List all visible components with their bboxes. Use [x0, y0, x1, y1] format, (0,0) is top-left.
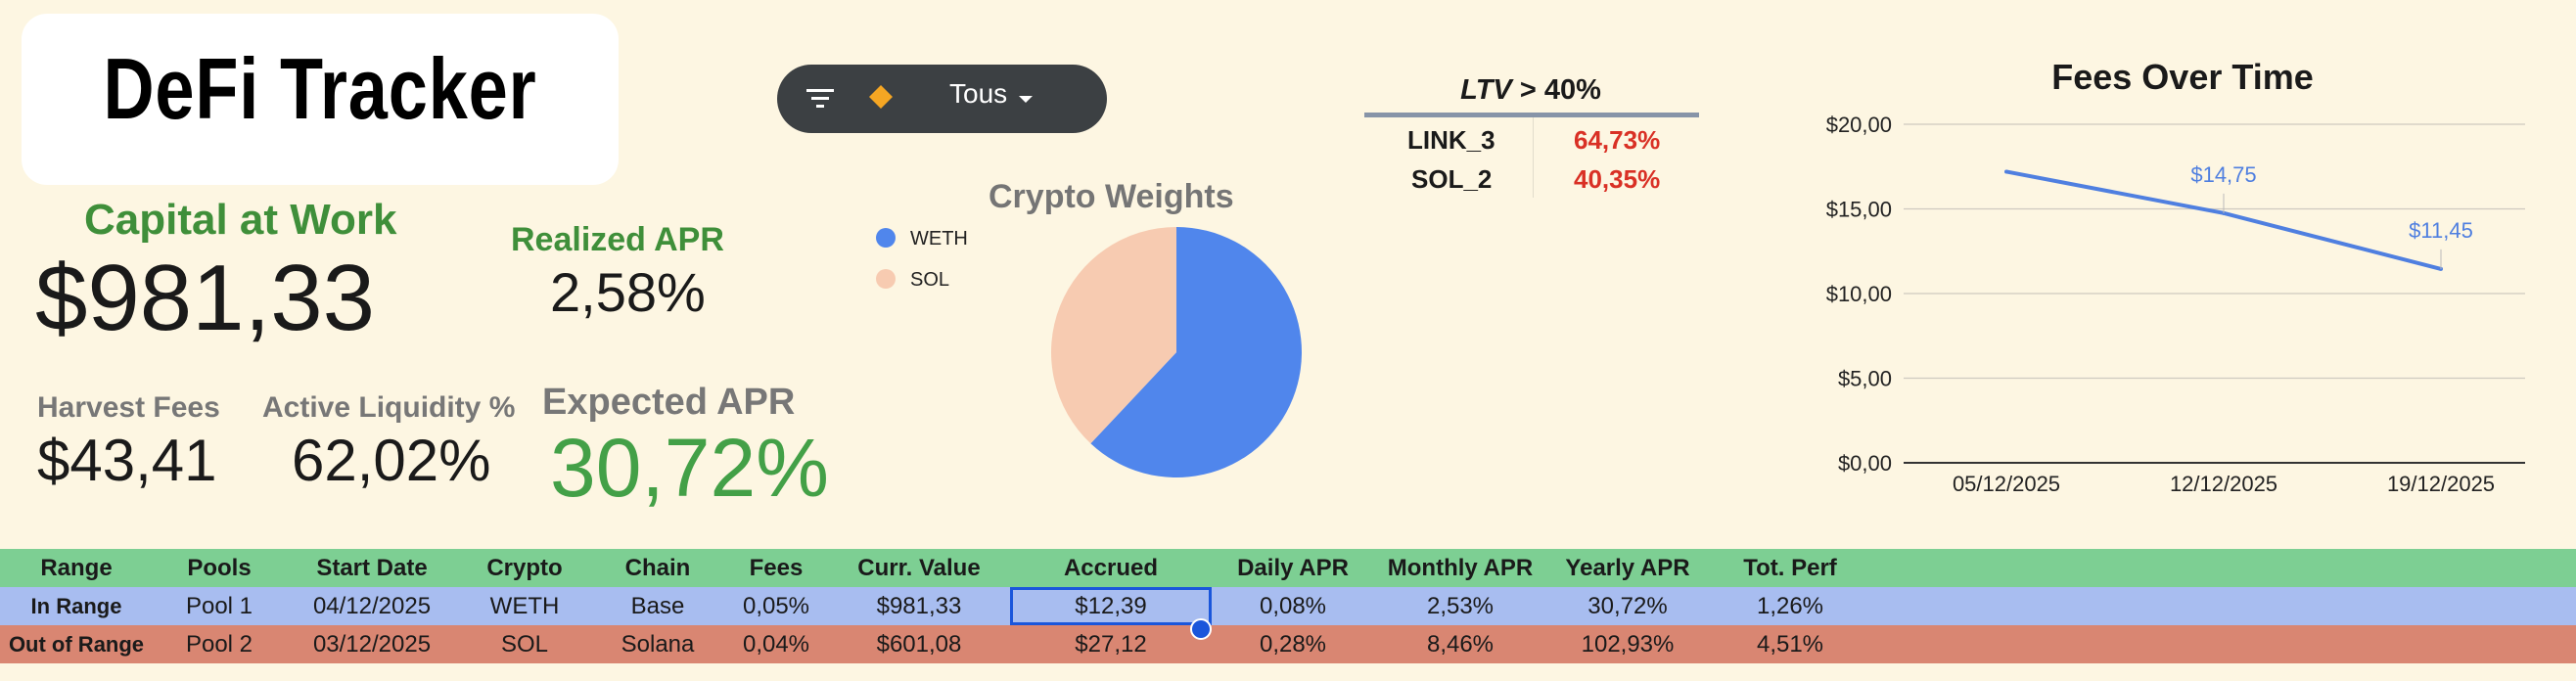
- column-header[interactable]: Chain: [624, 554, 691, 581]
- column-header[interactable]: Pools: [187, 554, 252, 581]
- table-cell-empty[interactable]: [1871, 625, 2576, 663]
- filter-icon[interactable]: [803, 80, 838, 115]
- table-cell[interactable]: 0,08%: [1259, 592, 1327, 619]
- table-cell-empty[interactable]: [1871, 587, 2576, 625]
- table-cell[interactable]: $981,33: [876, 592, 962, 619]
- expected-apr-label: Expected APR: [542, 382, 796, 423]
- pie-legend-item: WETH: [876, 228, 968, 250]
- capital-value: $981,33: [35, 246, 376, 350]
- table-cell[interactable]: 8,46%: [1426, 630, 1495, 658]
- table-cell[interactable]: Solana: [621, 630, 695, 658]
- table-cell[interactable]: 2,53%: [1426, 592, 1495, 619]
- legend-swatch: [876, 228, 896, 248]
- harvest-fees-label: Harvest Fees: [37, 391, 220, 424]
- table-cell[interactable]: Base: [630, 592, 685, 619]
- realized-apr-label: Realized APR: [511, 221, 724, 258]
- table-cell[interactable]: Pool 1: [185, 592, 253, 619]
- data-label: $14,75: [2190, 162, 2256, 187]
- column-header[interactable]: Crypto: [486, 554, 563, 581]
- column-header[interactable]: Fees: [749, 554, 804, 581]
- line-chart-title: Fees Over Time: [2051, 57, 2314, 97]
- capital-label: Capital at Work: [84, 196, 397, 244]
- table-header-row: Range Pools Start Date Crypto Chain Fees Curr.…: [0, 549, 2576, 587]
- x-tick-label: 05/12/2025: [1953, 472, 2060, 496]
- ltv-name-1: LINK_3: [1407, 125, 1495, 155]
- table-cell[interactable]: $601,08: [876, 630, 962, 658]
- selection-handle[interactable]: [1190, 618, 1212, 640]
- x-tick-label: 19/12/2025: [2387, 472, 2495, 496]
- y-tick-label: $0,00: [1838, 451, 1892, 476]
- active-liquidity-value: 62,02%: [292, 428, 491, 493]
- diamond-icon: [868, 84, 894, 110]
- table-cell[interactable]: 0,04%: [742, 630, 810, 658]
- filter-toolbar: [777, 65, 1107, 133]
- ltv-value-1: 64,73%: [1574, 125, 1661, 155]
- ltv-value-2: 40,35%: [1574, 164, 1661, 194]
- column-header[interactable]: Curr. Value: [857, 554, 981, 581]
- ltv-name-2: SOL_2: [1411, 164, 1493, 194]
- pie-slice-sol: [1051, 227, 1176, 444]
- table-cell[interactable]: 4,51%: [1756, 630, 1824, 658]
- y-tick-label: $15,00: [1826, 198, 1892, 222]
- table-row: In Range Pool 1 04/12/2025 WETH Base 0,05% $98…: [0, 587, 2576, 625]
- table-cell[interactable]: 30,72%: [1587, 592, 1668, 619]
- realized-apr-value: 2,58%: [550, 261, 706, 323]
- data-point: [2004, 169, 2008, 174]
- pie-legend-item: SOL: [876, 269, 949, 291]
- table-cell[interactable]: $12,39: [1010, 587, 1212, 625]
- legend-swatch: [876, 269, 896, 289]
- column-header[interactable]: Start Date: [316, 554, 428, 581]
- legend-label: SOL: [910, 269, 949, 291]
- table-cell[interactable]: WETH: [489, 592, 560, 619]
- table-cell[interactable]: Pool 2: [185, 630, 253, 658]
- column-header[interactable]: Monthly APR: [1387, 554, 1534, 581]
- table-cell[interactable]: 0,05%: [742, 592, 810, 619]
- y-tick-label: $10,00: [1826, 282, 1892, 306]
- column-header[interactable]: Range: [40, 554, 113, 581]
- table-cell[interactable]: 1,26%: [1756, 592, 1824, 619]
- logo-card: [22, 14, 619, 185]
- table-cell[interactable]: $27,12: [1075, 630, 1147, 658]
- pie-chart: WETH SOL: [876, 227, 1302, 477]
- table-cell[interactable]: SOL: [500, 630, 549, 658]
- y-tick-label: $20,00: [1826, 113, 1892, 137]
- ltv-header-rest: > 40%: [1511, 74, 1601, 106]
- column-header[interactable]: Yearly APR: [1565, 554, 1690, 581]
- active-liquidity-label: Active Liquidity %: [262, 391, 516, 424]
- table-cell[interactable]: 03/12/2025: [312, 630, 432, 658]
- column-header[interactable]: Daily APR: [1237, 554, 1349, 581]
- column-header[interactable]: Accrued: [1063, 554, 1159, 581]
- ltv-divider: [1364, 113, 1699, 117]
- data-label: $11,45: [2409, 218, 2473, 243]
- chevron-down-icon[interactable]: [1019, 96, 1033, 103]
- harvest-fees-value: $43,41: [37, 428, 217, 493]
- pie-slice-weth: [1090, 227, 1302, 477]
- expected-apr-value: 30,72%: [550, 422, 829, 514]
- line-chart: $0,00 $5,00 $10,00 $15,00 $20,00 $14,75 $11,4…: [1826, 113, 2525, 496]
- legend-label: WETH: [910, 228, 968, 250]
- pie-chart-title: Crypto Weights: [989, 178, 1234, 215]
- table-cell[interactable]: 04/12/2025: [312, 592, 432, 619]
- y-tick-label: $5,00: [1838, 367, 1892, 391]
- filter-select[interactable]: Tous: [949, 78, 1008, 109]
- table-row: Out of Range Pool 2 03/12/2025 SOL Solana 0,0…: [0, 625, 2576, 663]
- pools-table: Range Pools Start Date Crypto Chain Fees Curr.…: [0, 549, 2576, 663]
- ltv-header: LTV > 40%: [1364, 74, 1697, 107]
- range-status-cell[interactable]: Out of Range: [8, 631, 145, 657]
- table-cell[interactable]: 102,93%: [1581, 630, 1675, 658]
- table-cell[interactable]: 0,28%: [1259, 630, 1327, 658]
- ltv-header-italic: LTV: [1460, 74, 1512, 106]
- ltv-column-divider: [1533, 117, 1534, 198]
- column-header[interactable]: Tot. Perf: [1743, 554, 1837, 581]
- x-tick-label: 12/12/2025: [2170, 472, 2277, 496]
- app-logo: DeFi Tracker: [103, 40, 537, 137]
- range-status-cell[interactable]: In Range: [30, 593, 122, 618]
